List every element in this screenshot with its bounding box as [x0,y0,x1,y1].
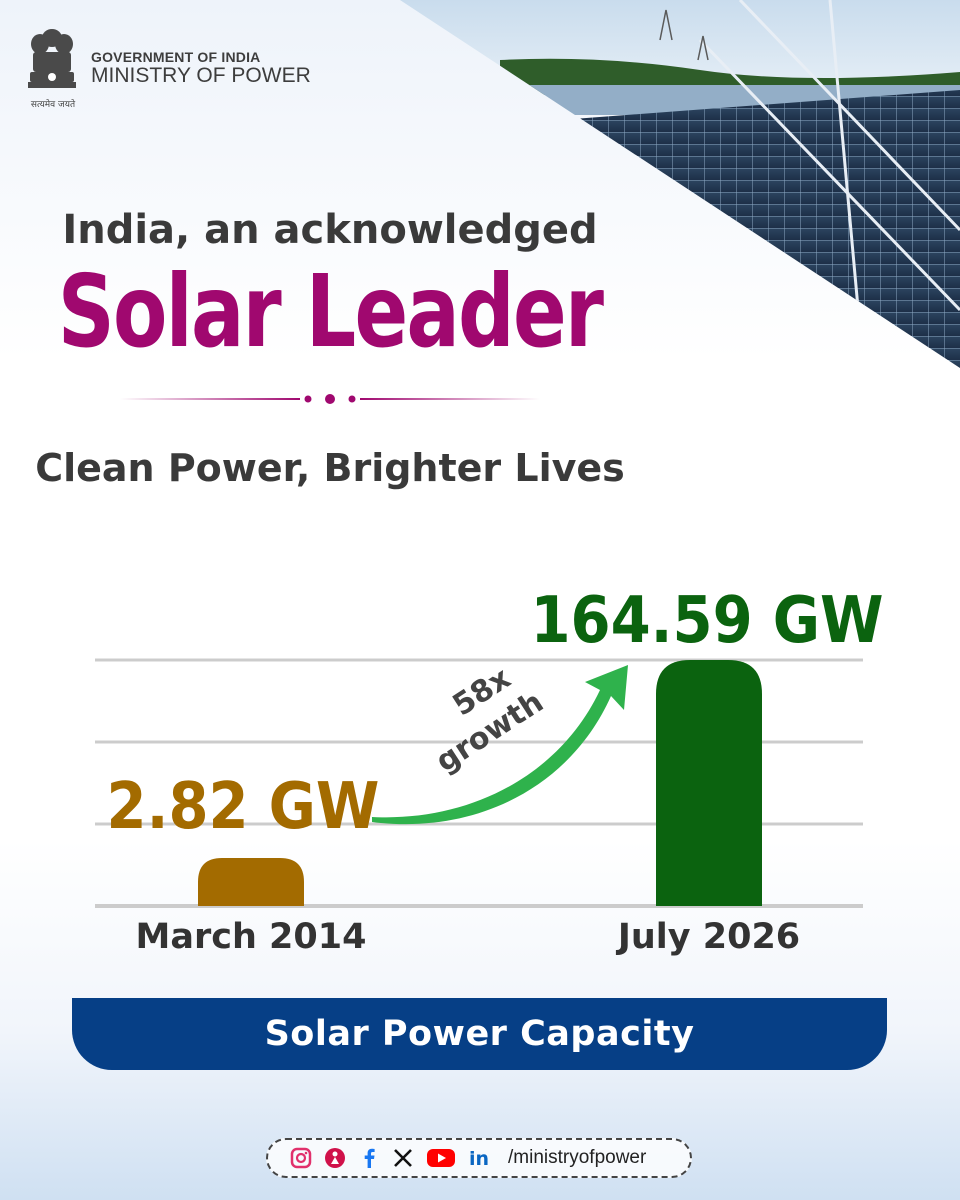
social-handle[interactable]: /ministryofpower [508,1147,647,1168]
emblem-motto: सत्यमेव जयते [30,100,76,110]
chart-caption: Solar Power Capacity [264,1014,695,1054]
growth-arrow-shape [372,665,628,825]
x-icon[interactable] [392,1147,414,1169]
linkedin-icon[interactable]: in [468,1147,494,1169]
ministry-label: MINISTRY OF POWER [91,64,311,87]
facebook-icon[interactable] [358,1147,380,1169]
value-label-march-2014: 2.82 GW [107,769,380,844]
chart-caption-bar: Solar Power Capacity [72,998,887,1070]
category-label: March 2014 [136,917,367,957]
chart-labels: March 2014 July 2026 2.82 GW 164.59 GW [107,583,884,957]
social-links: in /ministryofpower [266,1138,692,1178]
government-label: GOVERNMENT OF INDIA [91,49,261,65]
instagram-icon[interactable] [290,1147,312,1169]
headline: India, an acknowledged [62,207,598,253]
category-label: July 2026 [616,917,800,957]
youtube-icon[interactable] [426,1147,456,1169]
svg-text:in: in [469,1148,489,1169]
bar-1 [198,858,304,906]
solar-farm-photo [400,0,960,368]
tagline: Clean Power, Brighter Lives [35,446,625,490]
decorative-divider [120,394,540,404]
value-label-july-2026: 164.59 GW [530,583,883,658]
chart-bars [198,660,762,906]
koo-icon[interactable] [324,1147,346,1169]
national-emblem-logo [28,29,76,88]
bar-2 [656,660,762,906]
hero-title: Solar Leader [57,253,604,370]
